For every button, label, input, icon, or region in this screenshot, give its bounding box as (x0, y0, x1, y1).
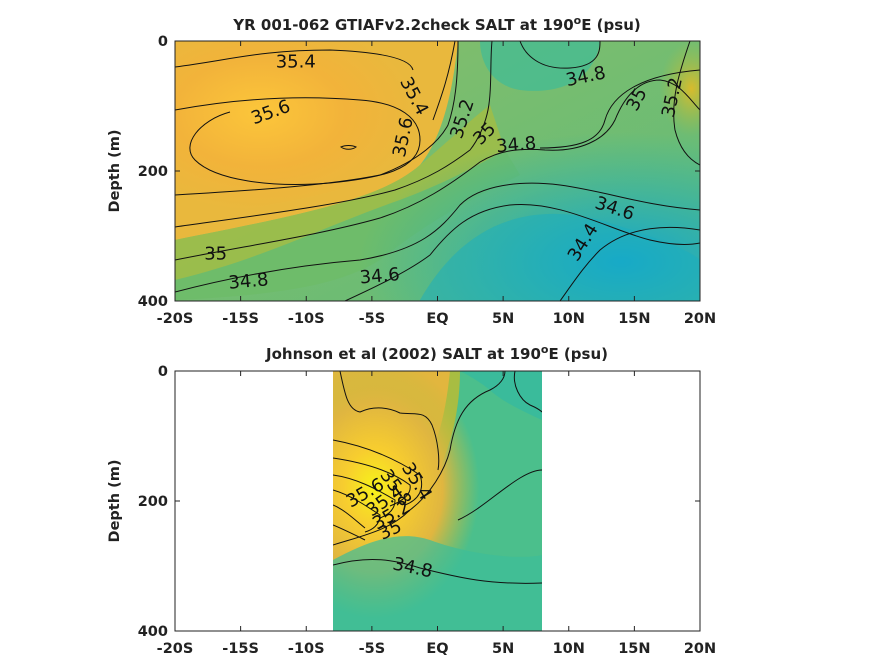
x-tick-label: EQ (426, 641, 448, 656)
x-tick-label: 5N (492, 641, 514, 656)
panel-2-ylabel: Depth (m) (107, 460, 123, 543)
contour-label: 35 (204, 244, 227, 265)
panel-1-contours (175, 41, 700, 301)
x-tick-label: 15N (618, 311, 650, 327)
contour-label: 34.6 (359, 264, 401, 288)
panel-1-ylabel: Depth (m) (107, 130, 123, 213)
x-tick-label: 20N (684, 641, 716, 656)
y-tick-label: 0 (158, 34, 168, 50)
panel-2-title: Johnson et al (2002) SALT at 190oE (psu) (265, 343, 608, 363)
panel-2: Johnson et al (2002) SALT at 190oE (psu) (107, 343, 716, 656)
contour-label: 34.8 (228, 269, 270, 293)
x-tick-label: -5S (359, 641, 386, 656)
panel-1: YR 001-062 GTIAFv2.2check SALT at 190oE … (107, 14, 716, 327)
y-tick-label: 0 (158, 364, 168, 380)
x-tick-label: 15N (618, 641, 650, 656)
y-tick-label: 400 (138, 294, 168, 310)
panel-2-contours (333, 371, 542, 584)
y-tick-label: 200 (138, 164, 168, 180)
x-tick-label: -15S (222, 311, 259, 327)
x-tick-label: 10N (553, 641, 585, 656)
x-tick-label: -10S (288, 641, 325, 656)
x-tick-label: 20N (684, 311, 716, 327)
x-tick-label: -20S (157, 641, 194, 656)
x-tick-label: -5S (359, 311, 386, 327)
y-tick-label: 200 (138, 494, 168, 510)
x-tick-label: -20S (157, 311, 194, 327)
contour-label: 35.4 (276, 51, 316, 72)
panel-1-title: YR 001-062 GTIAFv2.2check SALT at 190oE … (232, 14, 640, 34)
x-tick-label: 5N (492, 311, 514, 327)
x-tick-label: -10S (288, 311, 325, 327)
contour-label: 34.8 (495, 133, 537, 157)
y-tick-label: 400 (138, 624, 168, 640)
panel-1-field (175, 41, 700, 301)
x-tick-label: EQ (426, 311, 448, 327)
x-tick-label: -15S (222, 641, 259, 656)
panel-1-axes: -20S -15S -10S -5S EQ 5N 10N 15N 20N 0 200 400 (138, 34, 716, 327)
panel-2-axes: -20S -15S -10S -5S EQ 5N 10N 15N 20N 0 200 400 (138, 364, 716, 656)
x-tick-label: 10N (553, 311, 585, 327)
panel-2-field (333, 371, 542, 631)
